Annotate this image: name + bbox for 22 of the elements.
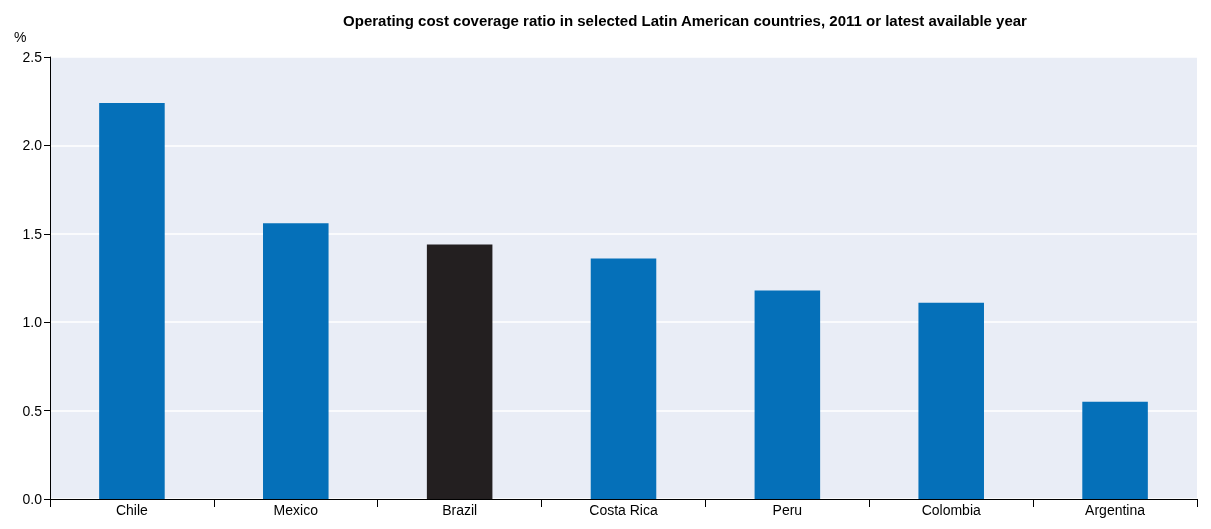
bar (590, 258, 657, 499)
x-tick-label: Colombia (921, 502, 981, 518)
x-tick-label: Brazil (442, 502, 478, 518)
y-tick-label: 2.0 (22, 137, 43, 154)
bar (918, 302, 984, 499)
chart-title: Operating cost coverage ratio in selected Latin American countries, 2011 or latest available year (343, 12, 1028, 29)
y-tick-label: 2.5 (22, 49, 43, 65)
x-tick-label: Costa Rica (589, 502, 658, 518)
x-tick-label: Chile (115, 502, 149, 518)
bar (1082, 401, 1148, 499)
y-tick-label: 1.5 (22, 225, 43, 242)
y-tick-label: 1.0 (22, 314, 43, 331)
bar (754, 290, 821, 499)
bar (426, 244, 493, 499)
bar (263, 223, 329, 499)
bar (99, 102, 165, 499)
y-tick-label: 0.0 (22, 491, 43, 507)
x-tick-label: Mexico (273, 502, 319, 518)
y-tick-label: 0.5 (22, 402, 43, 419)
y-axis-title: % (14, 29, 27, 45)
x-tick-label: Argentina (1085, 502, 1146, 518)
x-tick-label: Peru (772, 502, 803, 518)
